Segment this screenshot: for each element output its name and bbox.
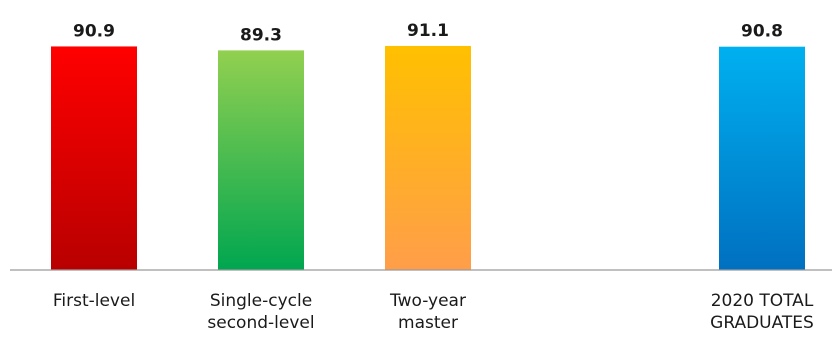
bar-1 [218,50,304,271]
category-label-2: Two-year master [389,291,466,333]
category-label-line: 2020 TOTAL [711,291,814,311]
category-label-line: First-level [53,291,135,311]
category-label-line: master [398,313,458,333]
bar-0 [51,46,137,270]
value-label-3: 90.8 [741,22,783,42]
category-label-line: Two-year [389,291,466,311]
value-label-0: 90.9 [73,21,115,41]
bar-3 [719,46,805,271]
category-labels-group: First-level Single-cycle second-level Two-y… [53,291,814,333]
category-label-1: Single-cycle second-level [207,291,314,333]
category-label-0: First-level [53,291,135,311]
category-label-line: GRADUATES [710,313,814,333]
bars-group [51,45,805,271]
value-label-1: 89.3 [240,25,282,45]
value-labels-group: 90.9 89.3 91.1 90.8 [73,21,783,45]
category-label-3: 2020 TOTAL GRADUATES [710,291,814,333]
bar-2 [385,45,471,271]
category-label-line: Single-cycle [210,291,312,311]
category-label-line: second-level [207,313,314,333]
value-label-2: 91.1 [407,21,449,41]
